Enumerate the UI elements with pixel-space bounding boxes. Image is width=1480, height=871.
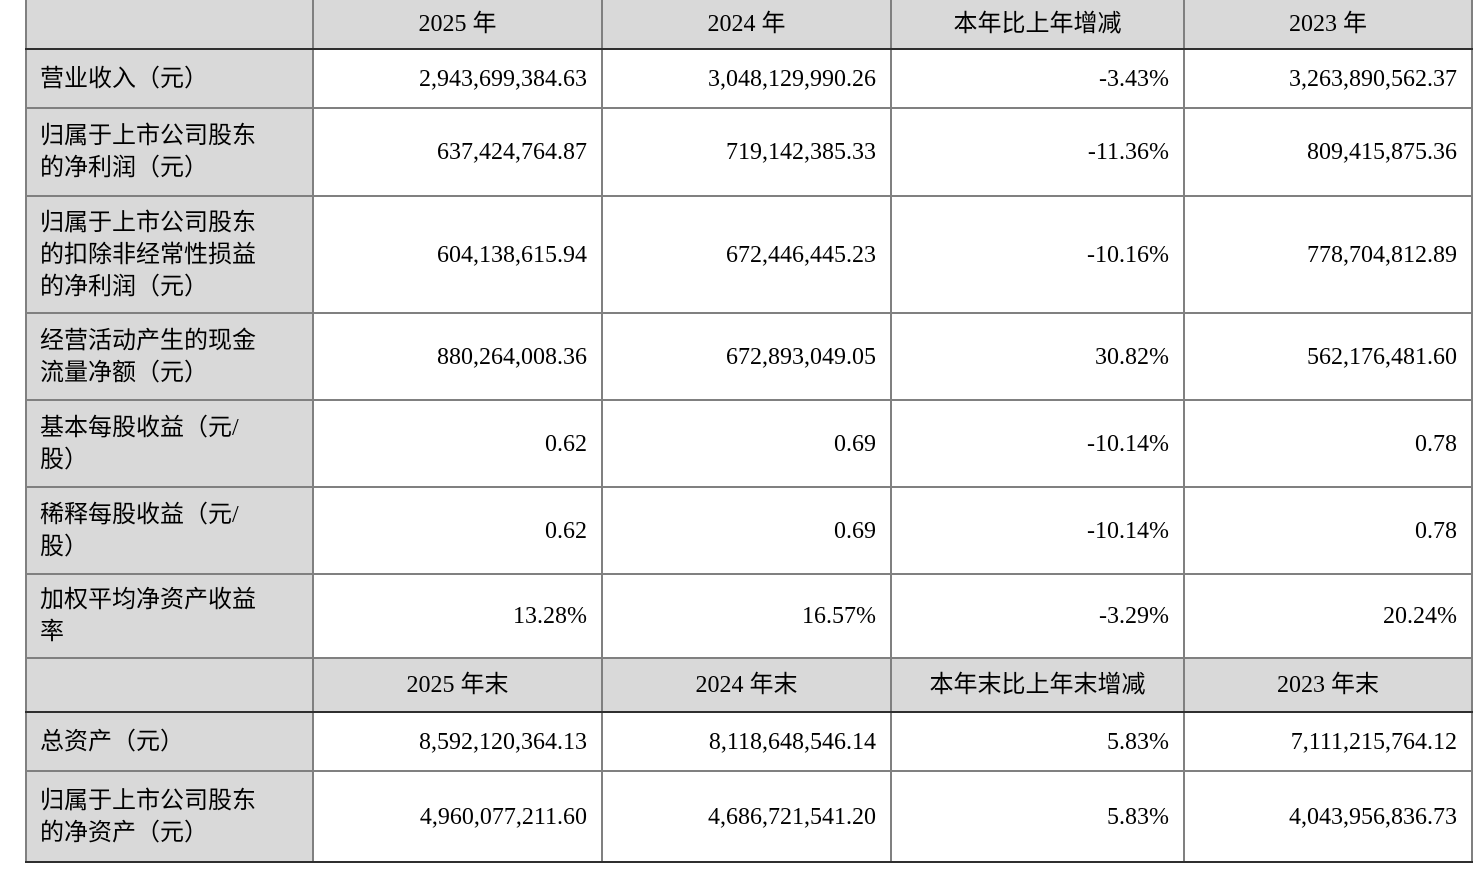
period-end-header-yoy-change: 本年末比上年末增减: [890, 657, 1185, 713]
table-row-net-profit-excl-nonrecurring: 归属于上市公司股东 的扣除非经常性损益 的净利润（元） 604,138,615.…: [25, 195, 1473, 314]
row-label: 总资产（元）: [25, 711, 314, 772]
row-value-2024: 0.69: [601, 399, 892, 488]
row-value-2025: 4,960,077,211.60: [312, 770, 603, 863]
period-header-2023: 2023 年: [1183, 0, 1473, 50]
row-value-2024: 3,048,129,990.26: [601, 48, 892, 109]
row-label: 归属于上市公司股东 的净利润（元）: [25, 107, 314, 197]
row-value-2023: 0.78: [1183, 399, 1473, 488]
row-value-2025: 880,264,008.36: [312, 312, 603, 401]
row-value-change: 5.83%: [890, 770, 1185, 863]
row-value-2024: 719,142,385.33: [601, 107, 892, 197]
financial-summary-table: 2025 年 2024 年 本年比上年增减 2023 年 营业收入（元） 2,9…: [25, 0, 1473, 863]
period-end-header-2024: 2024 年末: [601, 657, 892, 713]
table-row-operating-cash-flow: 经营活动产生的现金 流量净额（元） 880,264,008.36 672,893…: [25, 312, 1473, 401]
row-label: 归属于上市公司股东 的净资产（元）: [25, 770, 314, 863]
row-value-change: 5.83%: [890, 711, 1185, 772]
row-value-change: -10.14%: [890, 399, 1185, 488]
row-value-2025: 0.62: [312, 399, 603, 488]
row-label: 基本每股收益（元/ 股）: [25, 399, 314, 488]
row-label: 稀释每股收益（元/ 股）: [25, 486, 314, 575]
table-row-weighted-avg-roe: 加权平均净资产收益 率 13.28% 16.57% -3.29% 20.24%: [25, 573, 1473, 659]
row-value-2024: 16.57%: [601, 573, 892, 659]
table-row-total-assets: 总资产（元） 8,592,120,364.13 8,118,648,546.14…: [25, 711, 1473, 772]
period-header-2025: 2025 年: [312, 0, 603, 50]
row-value-2023: 562,176,481.60: [1183, 312, 1473, 401]
row-value-2024: 0.69: [601, 486, 892, 575]
table-row-net-assets: 归属于上市公司股东 的净资产（元） 4,960,077,211.60 4,686…: [25, 770, 1473, 863]
row-value-change: 30.82%: [890, 312, 1185, 401]
row-value-2023: 778,704,812.89: [1183, 195, 1473, 314]
row-value-2023: 7,111,215,764.12: [1183, 711, 1473, 772]
table-row-operating-revenue: 营业收入（元） 2,943,699,384.63 3,048,129,990.2…: [25, 48, 1473, 109]
row-label: 加权平均净资产收益 率: [25, 573, 314, 659]
row-value-2023: 4,043,956,836.73: [1183, 770, 1473, 863]
table-row-diluted-eps: 稀释每股收益（元/ 股） 0.62 0.69 -10.14% 0.78: [25, 486, 1473, 575]
table-row-basic-eps: 基本每股收益（元/ 股） 0.62 0.69 -10.14% 0.78: [25, 399, 1473, 488]
row-value-2023: 20.24%: [1183, 573, 1473, 659]
row-value-2024: 672,446,445.23: [601, 195, 892, 314]
row-value-change: -10.16%: [890, 195, 1185, 314]
row-label: 归属于上市公司股东 的扣除非经常性损益 的净利润（元）: [25, 195, 314, 314]
row-value-2024: 8,118,648,546.14: [601, 711, 892, 772]
row-value-2024: 4,686,721,541.20: [601, 770, 892, 863]
period-header-row: 2025 年 2024 年 本年比上年增减 2023 年: [25, 0, 1473, 50]
row-value-2025: 2,943,699,384.63: [312, 48, 603, 109]
row-value-2023: 0.78: [1183, 486, 1473, 575]
row-label: 经营活动产生的现金 流量净额（元）: [25, 312, 314, 401]
row-value-2023: 3,263,890,562.37: [1183, 48, 1473, 109]
row-value-change: -10.14%: [890, 486, 1185, 575]
row-value-change: -3.29%: [890, 573, 1185, 659]
row-value-2024: 672,893,049.05: [601, 312, 892, 401]
period-end-header-empty-cell: [25, 657, 314, 713]
row-value-change: -3.43%: [890, 48, 1185, 109]
period-header-yoy-change: 本年比上年增减: [890, 0, 1185, 50]
period-end-header-row: 2025 年末 2024 年末 本年末比上年末增减 2023 年末: [25, 657, 1473, 713]
row-value-2025: 8,592,120,364.13: [312, 711, 603, 772]
table-row-net-profit: 归属于上市公司股东 的净利润（元） 637,424,764.87 719,142…: [25, 107, 1473, 197]
row-label: 营业收入（元）: [25, 48, 314, 109]
row-value-change: -11.36%: [890, 107, 1185, 197]
period-end-header-2025: 2025 年末: [312, 657, 603, 713]
row-value-2025: 637,424,764.87: [312, 107, 603, 197]
period-header-empty-cell: [25, 0, 314, 50]
row-value-2025: 604,138,615.94: [312, 195, 603, 314]
row-value-2025: 13.28%: [312, 573, 603, 659]
period-end-header-2023: 2023 年末: [1183, 657, 1473, 713]
row-value-2025: 0.62: [312, 486, 603, 575]
row-value-2023: 809,415,875.36: [1183, 107, 1473, 197]
period-header-2024: 2024 年: [601, 0, 892, 50]
